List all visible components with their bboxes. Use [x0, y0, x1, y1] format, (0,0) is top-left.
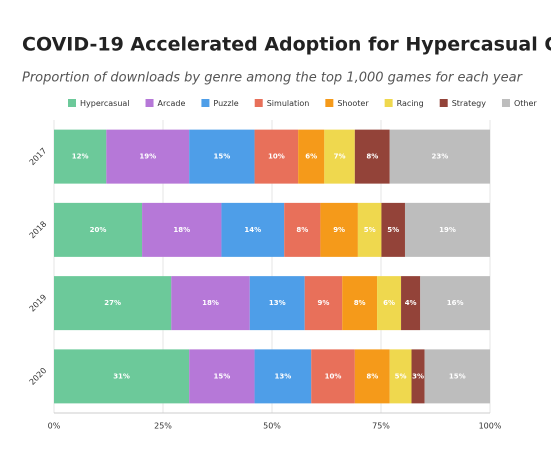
bar-segment — [54, 349, 190, 404]
legend-swatch — [439, 99, 448, 107]
bar-segment — [254, 349, 312, 404]
data-label: 6% — [383, 299, 395, 307]
data-label: 5% — [395, 372, 407, 380]
y-tick-label: 2017 — [28, 146, 49, 167]
bar-segment — [411, 349, 425, 404]
legend-swatch — [145, 99, 154, 107]
legend-label: Strategy — [452, 99, 487, 108]
data-label: 9% — [333, 226, 345, 234]
legend-swatch — [501, 99, 510, 107]
data-label: 15% — [213, 153, 230, 161]
bar-segment — [304, 276, 343, 331]
legend-swatch — [68, 99, 76, 107]
y-tick-label: 2018 — [28, 219, 49, 240]
legend-label: Racing — [397, 99, 424, 108]
bar-segment — [354, 129, 390, 184]
bar-segment — [189, 129, 255, 184]
bar-segment — [54, 202, 143, 257]
bar-segment — [142, 202, 222, 257]
bar-segment — [254, 129, 299, 184]
bar-segment — [324, 129, 355, 184]
bar-segment — [354, 349, 390, 404]
legend-swatch — [254, 99, 263, 107]
x-tick-label: 0% — [48, 422, 61, 431]
bar-segment — [389, 129, 490, 184]
legend-label: Simulation — [267, 99, 310, 108]
legend-swatch — [325, 99, 334, 107]
data-label: 8% — [366, 372, 378, 380]
data-label: 4% — [405, 299, 417, 307]
bar-segment — [401, 276, 421, 331]
y-tick-label: 2020 — [28, 366, 49, 387]
bar-segment — [221, 202, 285, 257]
data-label: 13% — [275, 372, 292, 380]
x-tick-label: 25% — [154, 422, 172, 431]
bar-segment — [389, 349, 412, 404]
bar-segment — [189, 349, 255, 404]
data-label: 31% — [113, 372, 130, 380]
data-label: 19% — [139, 153, 156, 161]
data-label: 20% — [90, 226, 107, 234]
bar-segment — [381, 202, 405, 257]
bar-segment — [298, 129, 325, 184]
bar-segment — [284, 202, 321, 257]
x-tick-label: 50% — [263, 422, 281, 431]
bar-segment — [106, 129, 190, 184]
data-label: 8% — [366, 153, 378, 161]
data-label: 15% — [449, 372, 466, 380]
data-label: 15% — [213, 372, 230, 380]
bar-segment — [420, 276, 490, 331]
bar-segment — [342, 276, 378, 331]
bar-segment — [54, 276, 172, 331]
data-label: 8% — [354, 299, 366, 307]
legend-label: Shooter — [337, 99, 369, 108]
data-label: 12% — [72, 153, 89, 161]
legend-label: Arcade — [158, 99, 186, 108]
data-label: 18% — [173, 226, 190, 234]
data-label: 5% — [387, 226, 399, 234]
bar-segment — [404, 202, 490, 257]
chart-title: COVID-19 Accelerated Adoption for Hyperc… — [22, 34, 551, 56]
data-label: 14% — [244, 226, 261, 234]
legend-label: Puzzle — [213, 99, 238, 108]
bar-segment — [320, 202, 358, 257]
data-label: 9% — [318, 299, 330, 307]
legend-swatch — [201, 99, 210, 107]
bar-segment — [54, 129, 107, 184]
data-label: 18% — [202, 299, 219, 307]
y-tick-label: 2019 — [28, 293, 49, 314]
data-label: 8% — [296, 226, 308, 234]
chart-subtitle: Proportion of downloads by genre among t… — [22, 71, 524, 86]
bar-segment — [311, 349, 355, 404]
data-label: 23% — [431, 153, 448, 161]
legend-label: Other — [514, 99, 537, 108]
bar-segment — [249, 276, 305, 331]
bar-segment — [171, 276, 250, 331]
data-label: 19% — [439, 226, 456, 234]
data-label: 7% — [334, 153, 346, 161]
legend-swatch — [384, 99, 393, 107]
bar-segment — [357, 202, 382, 257]
data-label: 3% — [412, 372, 424, 380]
data-label: 13% — [269, 299, 286, 307]
data-label: 27% — [104, 299, 121, 307]
bar-segment — [377, 276, 402, 331]
data-label: 6% — [305, 153, 317, 161]
legend-label: Hypercasual — [80, 99, 130, 108]
x-tick-label: 75% — [372, 422, 390, 431]
bar-segment — [424, 349, 490, 404]
x-tick-label: 100% — [479, 422, 502, 431]
data-label: 10% — [325, 372, 342, 380]
data-label: 16% — [447, 299, 464, 307]
data-label: 10% — [268, 153, 285, 161]
data-label: 5% — [364, 226, 376, 234]
